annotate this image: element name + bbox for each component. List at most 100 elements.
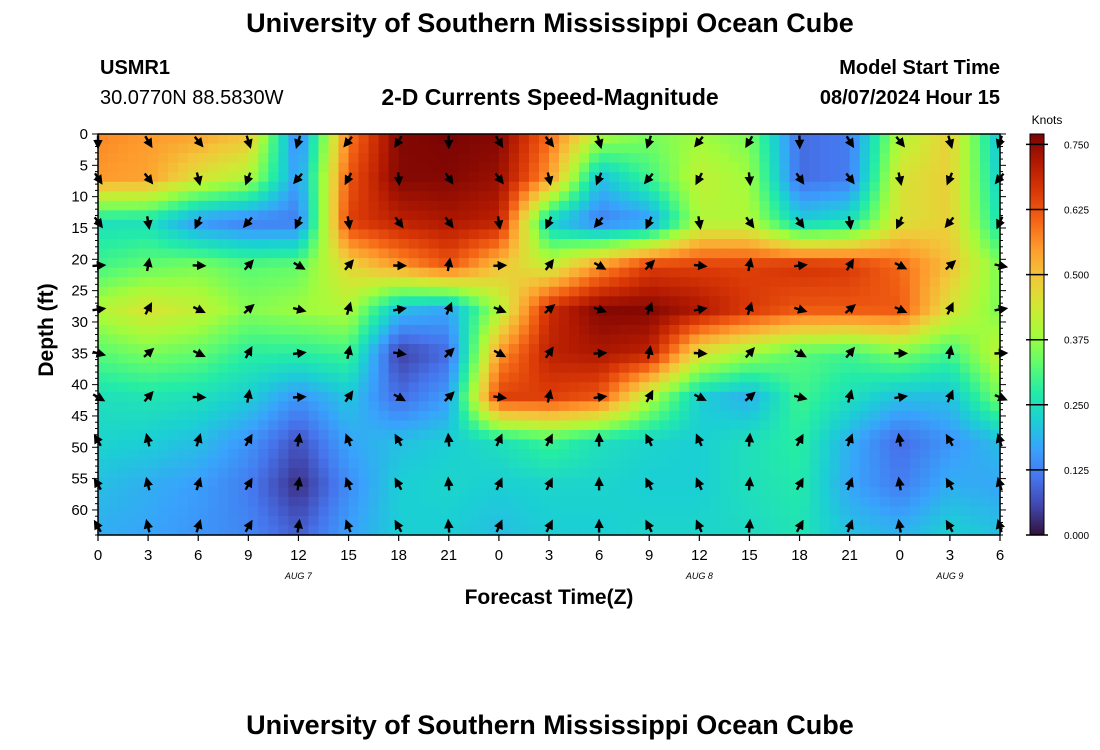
heatmap-cell xyxy=(689,162,700,173)
heatmap-cell xyxy=(789,496,801,507)
heatmap-cell xyxy=(208,363,219,374)
heatmap-cell xyxy=(719,191,730,202)
heatmap-cell xyxy=(118,258,129,269)
heatmap-cell xyxy=(699,172,710,183)
heatmap-cell xyxy=(569,248,580,259)
heatmap-cell xyxy=(508,143,520,154)
heatmap-cell xyxy=(609,296,620,307)
heatmap-cell xyxy=(298,506,310,517)
heatmap-cell xyxy=(739,324,751,336)
heatmap-cell xyxy=(398,296,410,307)
heatmap-cell xyxy=(679,372,690,383)
heatmap-cell xyxy=(418,506,430,517)
heatmap-cell xyxy=(929,248,941,259)
heatmap-cell xyxy=(599,334,610,345)
heatmap-cell xyxy=(809,372,821,383)
heatmap-cell xyxy=(669,200,680,211)
heatmap-cell xyxy=(248,449,259,460)
heatmap-cell xyxy=(468,429,480,441)
heatmap-cell xyxy=(719,305,730,317)
heatmap-cell xyxy=(679,210,690,221)
heatmap-cell xyxy=(98,153,109,164)
heatmap-cell xyxy=(248,429,259,441)
heatmap-cell xyxy=(338,172,350,183)
heatmap-cell xyxy=(408,525,420,536)
heatmap-cell xyxy=(448,200,460,211)
heatmap-cell xyxy=(589,267,600,278)
heatmap-cell xyxy=(278,143,290,154)
heatmap-cell xyxy=(829,286,841,297)
heatmap-cell xyxy=(258,449,269,460)
heatmap-cell xyxy=(599,410,610,422)
heatmap-cell xyxy=(749,315,761,326)
heatmap-cell xyxy=(879,229,891,240)
heatmap-cell xyxy=(859,162,871,173)
heatmap-cell xyxy=(849,200,861,211)
heatmap-cell xyxy=(979,506,991,517)
heatmap-cell xyxy=(839,363,851,374)
heatmap-cell xyxy=(378,191,390,202)
heatmap-cell xyxy=(759,267,771,278)
heatmap-cell xyxy=(178,305,189,317)
heatmap-cell xyxy=(649,162,660,173)
heatmap-cell xyxy=(418,286,430,297)
heatmap-cell xyxy=(188,468,199,479)
heatmap-cell xyxy=(619,286,630,297)
heatmap-cell xyxy=(989,391,1001,402)
heatmap-cell xyxy=(629,219,640,231)
heatmap-cell xyxy=(158,334,169,345)
heatmap-cell xyxy=(909,401,921,412)
heatmap-cell xyxy=(639,277,650,288)
heatmap-cell xyxy=(629,334,640,345)
heatmap-cell xyxy=(979,172,991,183)
heatmap-cell xyxy=(869,496,881,507)
heatmap-cell xyxy=(428,458,440,469)
current-arrow xyxy=(443,391,455,402)
heatmap-cell xyxy=(378,324,390,336)
heatmap-cell xyxy=(148,372,159,383)
current-arrow xyxy=(693,392,707,401)
heatmap-cell xyxy=(188,258,199,269)
heatmap-cell xyxy=(488,248,500,259)
heatmap-cell xyxy=(188,525,199,536)
heatmap-cell xyxy=(629,449,640,460)
heatmap-cell xyxy=(979,153,991,164)
heatmap-cell xyxy=(238,410,249,422)
heatmap-cell xyxy=(398,200,410,211)
heatmap-cell xyxy=(849,515,861,527)
current-arrow xyxy=(744,476,755,491)
heatmap-cell xyxy=(528,277,540,288)
heatmap-cell xyxy=(669,267,680,278)
heatmap-cell xyxy=(819,229,831,240)
heatmap-cell xyxy=(559,382,570,393)
heatmap-cell xyxy=(198,315,209,326)
heatmap-cell xyxy=(348,477,360,488)
heatmap-cell xyxy=(218,239,229,250)
heatmap-cell xyxy=(508,401,520,412)
heatmap-cell xyxy=(859,363,871,374)
heatmap-cell xyxy=(629,401,640,412)
heatmap-cell xyxy=(138,172,149,183)
heatmap-cell xyxy=(208,305,219,317)
heatmap-cell xyxy=(108,258,119,269)
heatmap-cell xyxy=(98,219,109,231)
heatmap-cell xyxy=(188,162,199,173)
heatmap-cell xyxy=(418,324,430,336)
heatmap-cell xyxy=(659,219,670,231)
heatmap-cell xyxy=(248,162,259,173)
heatmap-cell xyxy=(819,525,831,536)
heatmap-cell xyxy=(208,219,219,231)
heatmap-cell xyxy=(879,334,891,345)
heatmap-cell xyxy=(138,315,149,326)
heatmap-cell xyxy=(829,219,841,231)
heatmap-cell xyxy=(669,229,680,240)
heatmap-cell xyxy=(468,382,480,393)
heatmap-cell xyxy=(238,487,249,498)
heatmap-cell xyxy=(819,181,831,192)
heatmap-cell xyxy=(969,344,981,355)
heatmap-cell xyxy=(719,200,730,211)
heatmap-cell xyxy=(829,515,841,527)
heatmap-cell xyxy=(498,153,510,164)
heatmap-cell xyxy=(498,363,510,374)
heatmap-cell xyxy=(559,286,570,297)
